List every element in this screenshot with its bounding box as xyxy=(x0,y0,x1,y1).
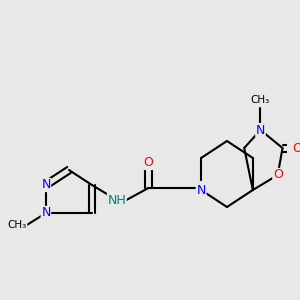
Text: N: N xyxy=(196,182,206,194)
Text: N: N xyxy=(41,178,51,191)
Text: O: O xyxy=(273,169,283,182)
Text: N: N xyxy=(256,124,265,136)
Text: CH₃: CH₃ xyxy=(8,220,27,230)
Text: O: O xyxy=(292,142,300,154)
Text: N: N xyxy=(41,206,51,220)
Text: N: N xyxy=(196,184,206,196)
Text: CH₃: CH₃ xyxy=(251,95,270,105)
Text: O: O xyxy=(143,157,153,169)
Text: NH: NH xyxy=(107,194,126,206)
